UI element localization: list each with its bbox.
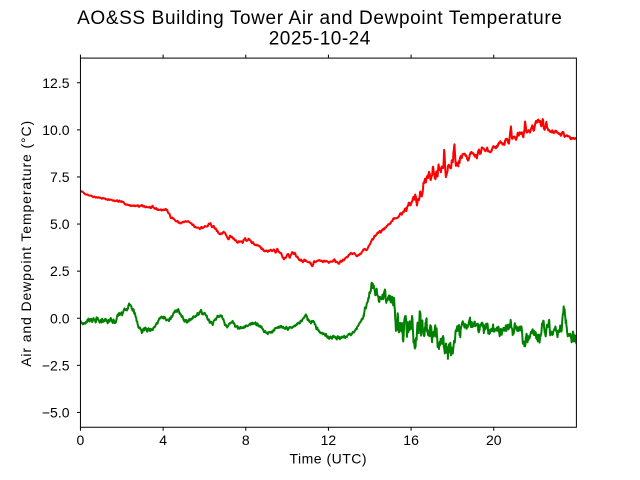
svg-text:4: 4 <box>159 432 167 448</box>
svg-text:12: 12 <box>321 432 337 448</box>
svg-text:−2.5: −2.5 <box>42 357 70 373</box>
svg-text:10.0: 10.0 <box>42 122 69 138</box>
svg-text:5.0: 5.0 <box>50 216 70 232</box>
svg-text:AO&SS Building Tower Air and D: AO&SS Building Tower Air and Dewpoint Te… <box>77 8 562 29</box>
svg-text:0: 0 <box>77 432 85 448</box>
svg-text:12.5: 12.5 <box>42 75 69 91</box>
svg-text:−5.0: −5.0 <box>42 405 70 421</box>
svg-text:7.5: 7.5 <box>50 169 70 185</box>
svg-text:Air and Dewpoint Temperature (: Air and Dewpoint Temperature (°C) <box>18 120 34 367</box>
svg-text:20: 20 <box>486 432 502 448</box>
svg-text:Time (UTC): Time (UTC) <box>290 450 368 466</box>
svg-text:0.0: 0.0 <box>50 310 70 326</box>
svg-text:2.5: 2.5 <box>50 263 70 279</box>
svg-text:8: 8 <box>242 432 250 448</box>
svg-text:2025-10-24: 2025-10-24 <box>269 29 371 50</box>
svg-text:16: 16 <box>403 432 419 448</box>
